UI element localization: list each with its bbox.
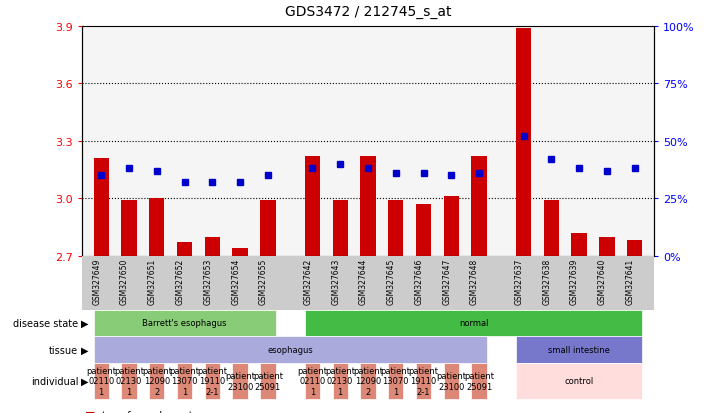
Text: patient
13070
1: patient 13070 1 (380, 366, 411, 396)
Text: patient
23100: patient 23100 (437, 371, 466, 391)
Text: patient
13070
1: patient 13070 1 (169, 366, 200, 396)
Text: patient
19110
2-1: patient 19110 2-1 (198, 366, 228, 396)
Text: GSM327649: GSM327649 (92, 258, 101, 304)
Text: GSM327640: GSM327640 (598, 258, 607, 304)
Text: transformed count: transformed count (102, 410, 193, 413)
Text: patient
02130
1: patient 02130 1 (325, 366, 356, 396)
Text: GSM327647: GSM327647 (442, 258, 451, 304)
Text: patient
25091: patient 25091 (253, 371, 283, 391)
Bar (572, 233, 587, 256)
Bar (305, 157, 320, 256)
Text: GSM327643: GSM327643 (331, 258, 340, 304)
Text: patient
02110
1: patient 02110 1 (297, 366, 327, 396)
Text: GSM327653: GSM327653 (203, 258, 213, 304)
Text: ■: ■ (85, 410, 96, 413)
Bar (544, 201, 559, 256)
Text: GSM327645: GSM327645 (387, 258, 396, 304)
Bar (416, 204, 431, 256)
Bar (205, 237, 220, 256)
Text: normal: normal (459, 319, 488, 328)
Text: GSM327652: GSM327652 (176, 258, 185, 304)
Text: GSM327641: GSM327641 (626, 258, 635, 304)
Text: GSM327654: GSM327654 (231, 258, 240, 304)
Text: GSM327651: GSM327651 (148, 258, 157, 304)
Text: patient
23100: patient 23100 (225, 371, 255, 391)
Text: ▶: ▶ (81, 318, 89, 328)
Bar (94, 159, 109, 256)
Text: GSM327646: GSM327646 (415, 258, 424, 304)
Bar (122, 201, 137, 256)
Bar (599, 237, 614, 256)
Text: GSM327639: GSM327639 (570, 258, 579, 304)
Text: small intestine: small intestine (548, 346, 610, 354)
Bar (232, 248, 247, 256)
Bar (388, 201, 403, 256)
Text: patient
19110
2-1: patient 19110 2-1 (409, 366, 439, 396)
Text: patient
25091: patient 25091 (464, 371, 494, 391)
Text: individual: individual (31, 376, 78, 386)
Text: patient
12090
2: patient 12090 2 (141, 366, 172, 396)
Text: GSM327642: GSM327642 (304, 258, 312, 304)
Text: control: control (565, 377, 594, 385)
Bar (149, 199, 164, 256)
Text: GSM327644: GSM327644 (359, 258, 368, 304)
Text: patient
02110
1: patient 02110 1 (86, 366, 116, 396)
Text: tissue: tissue (49, 345, 78, 355)
Text: GSM327638: GSM327638 (542, 258, 551, 304)
Text: GDS3472 / 212745_s_at: GDS3472 / 212745_s_at (284, 5, 451, 19)
Text: GSM327637: GSM327637 (515, 258, 523, 304)
Text: GSM327655: GSM327655 (259, 258, 268, 304)
Bar (516, 29, 531, 256)
Text: patient
12090
2: patient 12090 2 (353, 366, 383, 396)
Text: GSM327650: GSM327650 (120, 258, 129, 304)
Bar (444, 197, 459, 256)
Text: Barrett's esophagus: Barrett's esophagus (142, 319, 227, 328)
Text: GSM327648: GSM327648 (470, 258, 479, 304)
Text: disease state: disease state (13, 318, 78, 328)
Bar (360, 157, 375, 256)
Text: patient
02130
1: patient 02130 1 (114, 366, 144, 396)
Bar (627, 241, 642, 256)
Bar (260, 201, 276, 256)
Text: ▶: ▶ (81, 376, 89, 386)
Text: esophagus: esophagus (267, 346, 313, 354)
Bar (471, 157, 487, 256)
Bar (177, 243, 192, 256)
Text: ▶: ▶ (81, 345, 89, 355)
Bar (333, 201, 348, 256)
